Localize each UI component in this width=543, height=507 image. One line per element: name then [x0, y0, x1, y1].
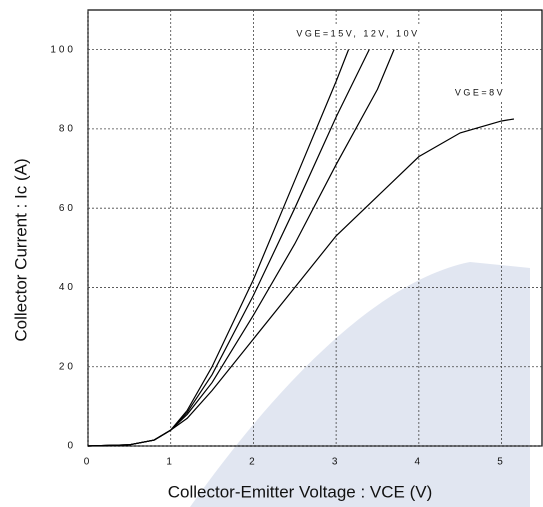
- x-tick-label: 1: [166, 457, 175, 468]
- plot-frame: [87, 9, 543, 447]
- y-tick-label: 0: [67, 441, 76, 452]
- y-axis-label: Collector Current : Ic (A): [11, 158, 30, 341]
- x-tick-label: 3: [332, 457, 341, 468]
- annotation-bg: [449, 84, 511, 101]
- y-tick-label: 20: [59, 361, 76, 372]
- x-tick-label: 2: [249, 457, 258, 468]
- y-tick-label: 40: [59, 282, 76, 293]
- y-tick-label: 100: [50, 44, 76, 55]
- x-axis-label: Collector-Emitter Voltage : VCE (V): [168, 482, 433, 501]
- x-tick-label: 4: [415, 457, 424, 468]
- curve: [87, 118, 515, 447]
- y-tick-label: 80: [59, 124, 76, 135]
- annotation-bg: [291, 25, 425, 42]
- x-tick-label: 0: [84, 457, 93, 468]
- annotation: VGE=15V, 12V, 10V: [296, 28, 419, 38]
- watermark: [190, 262, 530, 507]
- x-tick-label: 5: [497, 457, 506, 468]
- annotation: VGE=8V: [455, 87, 505, 97]
- y-tick-label: 60: [59, 203, 76, 214]
